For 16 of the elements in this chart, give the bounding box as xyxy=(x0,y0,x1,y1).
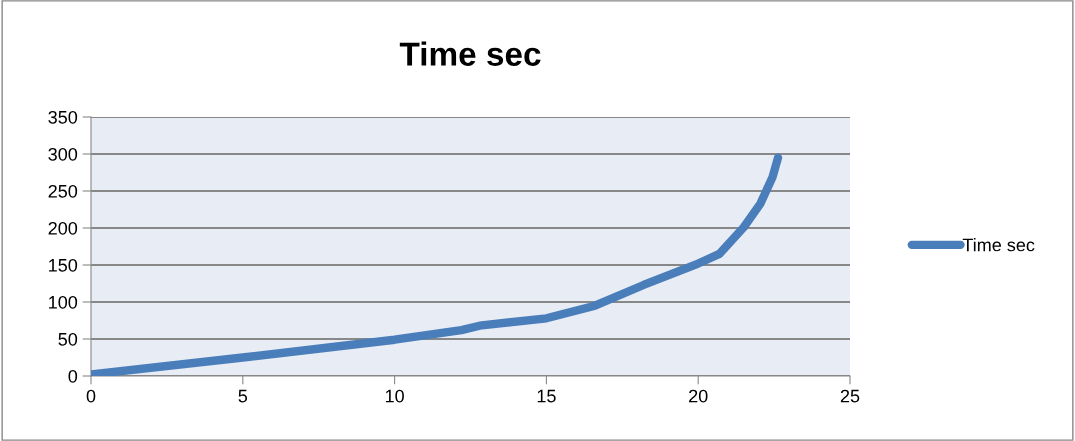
y-tick-label: 350 xyxy=(48,110,78,124)
y-tick-label: 150 xyxy=(49,258,78,272)
x-tick-label: 5 xyxy=(238,389,248,403)
x-tick-label: 0 xyxy=(86,389,96,403)
x-tick-label: 10 xyxy=(385,389,404,403)
y-tick-label: 100 xyxy=(49,295,78,309)
x-tick-label: 25 xyxy=(840,389,860,403)
y-tick-label: 300 xyxy=(48,147,78,161)
y-tick-label: 200 xyxy=(48,221,78,235)
y-tick-label: 0 xyxy=(68,369,78,383)
y-tick-label: 250 xyxy=(48,184,78,198)
y-tick-label: 50 xyxy=(58,332,78,346)
legend-label: Time sec xyxy=(962,238,1035,252)
chart-title: Time sec xyxy=(399,41,541,66)
x-tick-label: 20 xyxy=(689,389,708,403)
x-tick-label: 15 xyxy=(537,389,556,403)
